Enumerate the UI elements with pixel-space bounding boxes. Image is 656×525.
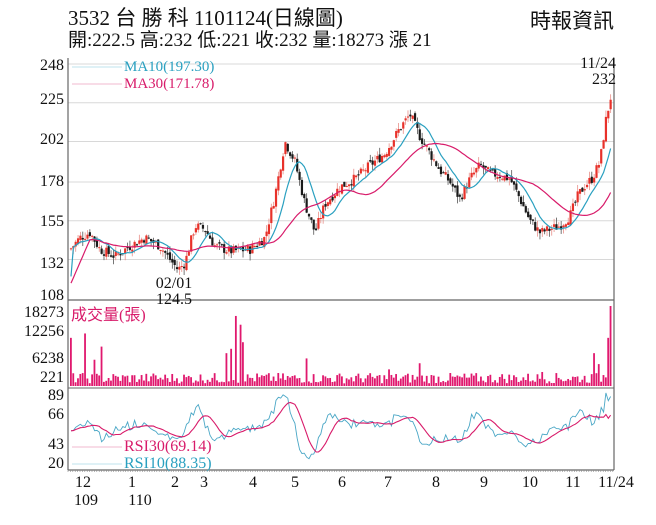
rsi10-legend: RSI10(88.35) (124, 455, 212, 472)
x-tick: 4 (249, 474, 257, 491)
price-tick: 202 (40, 131, 64, 148)
rsi-tick: 20 (48, 455, 64, 472)
price-tick: 108 (40, 287, 64, 304)
x-tick: 12 (75, 474, 91, 491)
low-date-annotation: 02/01 (155, 275, 193, 292)
rsi-tick: 89 (48, 387, 64, 404)
low-value-annotation: 124.5 (156, 291, 192, 308)
x-tick: 7 (384, 474, 392, 491)
ma30-legend: MA30(171.78) (124, 76, 215, 92)
high-value-annotation: 232 (592, 71, 616, 88)
x-tick: 11/24 (598, 474, 634, 491)
ohlc-summary: 開:222.5 高:232 低:221 收:232 量:18273 漲 21 (68, 30, 432, 51)
brand-label: 時報資訊 (530, 9, 614, 33)
volume-tick: 6238 (32, 350, 64, 367)
rsi-tick: 43 (48, 436, 64, 453)
x-year: 110 (128, 492, 152, 509)
price-tick: 132 (40, 255, 64, 272)
x-tick: 2 (171, 474, 179, 491)
x-tick: 9 (480, 474, 488, 491)
volume-tick: 221 (40, 369, 64, 386)
x-tick: 11 (565, 474, 581, 491)
rsi30-legend: RSI30(69.14) (124, 438, 212, 455)
volume-tick: 12256 (24, 323, 64, 340)
rsi-tick: 66 (48, 406, 64, 423)
volume-label: 成交量(張) (71, 307, 146, 324)
x-tick: 6 (338, 474, 346, 491)
high-date-annotation: 11/24 (580, 55, 616, 72)
x-tick: 10 (522, 474, 538, 491)
x-tick: 1 (128, 474, 136, 491)
price-tick: 178 (40, 173, 64, 190)
price-tick: 248 (40, 57, 64, 74)
x-tick: 3 (200, 474, 208, 491)
chart-title: 3532 台 勝 科 1101124(日線圖) (68, 6, 343, 30)
x-tick: 8 (432, 474, 440, 491)
ma10-legend: MA10(197.30) (124, 59, 215, 75)
price-tick: 155 (40, 213, 64, 230)
volume-tick: 18273 (24, 304, 64, 321)
price-tick: 225 (40, 91, 64, 108)
x-year: 109 (74, 492, 98, 509)
x-tick: 5 (291, 474, 299, 491)
